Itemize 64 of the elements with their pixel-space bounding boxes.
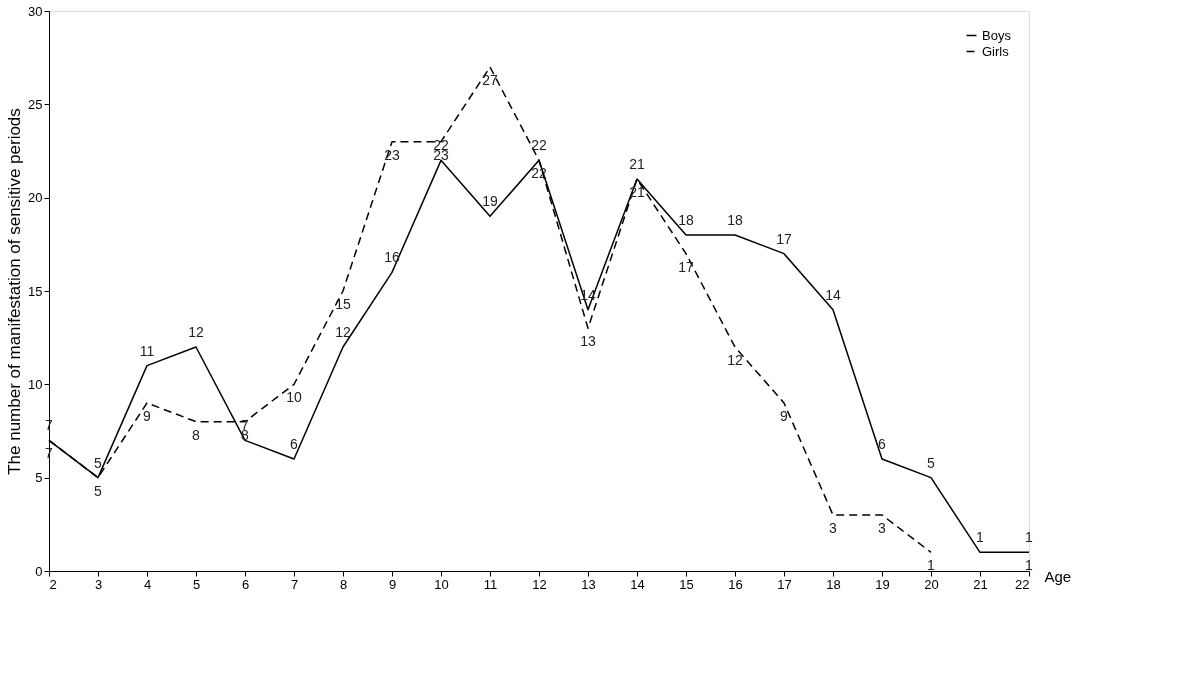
x-tick-label: 16 [728, 576, 743, 592]
x-tick-label: 7 [290, 576, 299, 592]
data-label: 18 [678, 212, 694, 228]
x-tick-label: 9 [388, 576, 397, 592]
data-label: 11 [139, 342, 155, 359]
x-tick-label: 14 [630, 576, 645, 592]
data-label: 6 [878, 436, 887, 452]
legend-label: Girls [982, 43, 1010, 59]
x-tick-label: 12 [532, 576, 547, 592]
data-label: 16 [384, 249, 400, 266]
data-label: 13 [580, 333, 596, 350]
y-tick-label: 25 [28, 96, 43, 112]
data-label: 3 [878, 520, 887, 536]
y-tick-label: 30 [28, 3, 43, 19]
x-tick-label: 13 [581, 576, 596, 592]
data-label: 17 [776, 230, 792, 247]
x-tick-label: 18 [826, 576, 841, 592]
x-tick-label: 17 [777, 576, 792, 592]
legend-label: Boys [982, 27, 1012, 43]
data-label: 9 [780, 408, 789, 424]
x-tick-label: 22 [1015, 576, 1030, 592]
x-tick-label: 15 [679, 576, 694, 592]
data-label: 6 [290, 436, 299, 452]
x-tick-label: 21 [973, 576, 988, 592]
x-tick-label: 3 [94, 576, 103, 592]
x-tick-label: 11 [483, 576, 498, 592]
data-label: 8 [192, 426, 201, 443]
y-tick-label: 10 [28, 376, 43, 392]
x-tick-label: 4 [143, 576, 152, 592]
x-tick-label: 20 [924, 576, 939, 592]
data-label: 3 [829, 520, 838, 536]
annotation: 1 [1025, 529, 1034, 546]
data-label: 21 [629, 156, 645, 172]
x-tick-label: 19 [875, 576, 890, 592]
data-label: 1 [976, 529, 985, 546]
data-label: 5 [94, 454, 103, 471]
x-tick-label: 10 [434, 576, 449, 592]
y-tick-label: 15 [28, 283, 43, 299]
data-label: 5 [94, 482, 103, 499]
x-tick-label: 8 [339, 576, 348, 592]
data-label: 9 [143, 408, 152, 424]
data-label: 19 [482, 193, 498, 210]
data-label: 15 [335, 296, 351, 312]
x-tick-label: 6 [241, 576, 250, 592]
data-label: 12 [335, 324, 351, 340]
x-tick-label: 2 [49, 576, 57, 592]
data-label: 1 [1025, 557, 1034, 574]
data-label: 12 [727, 352, 743, 368]
data-label: 14 [825, 286, 841, 303]
data-label: 17 [678, 258, 694, 275]
data-label: 27 [482, 72, 498, 88]
data-label: 23 [384, 146, 400, 163]
data-label: 10 [286, 389, 302, 406]
y-axis-title: The number of manifestation of sensitive periods [5, 108, 25, 475]
data-label: 18 [727, 212, 743, 228]
data-label: 1 [927, 557, 936, 574]
y-tick-label: 0 [35, 563, 43, 579]
x-tick-label: 5 [192, 576, 201, 592]
data-label: 22 [531, 137, 547, 154]
y-tick-label: 5 [35, 470, 43, 486]
y-tick-label: 20 [28, 190, 43, 206]
x-axis-title: Age [1044, 567, 1072, 585]
data-label: 12 [188, 324, 204, 340]
data-label: 5 [927, 454, 936, 471]
